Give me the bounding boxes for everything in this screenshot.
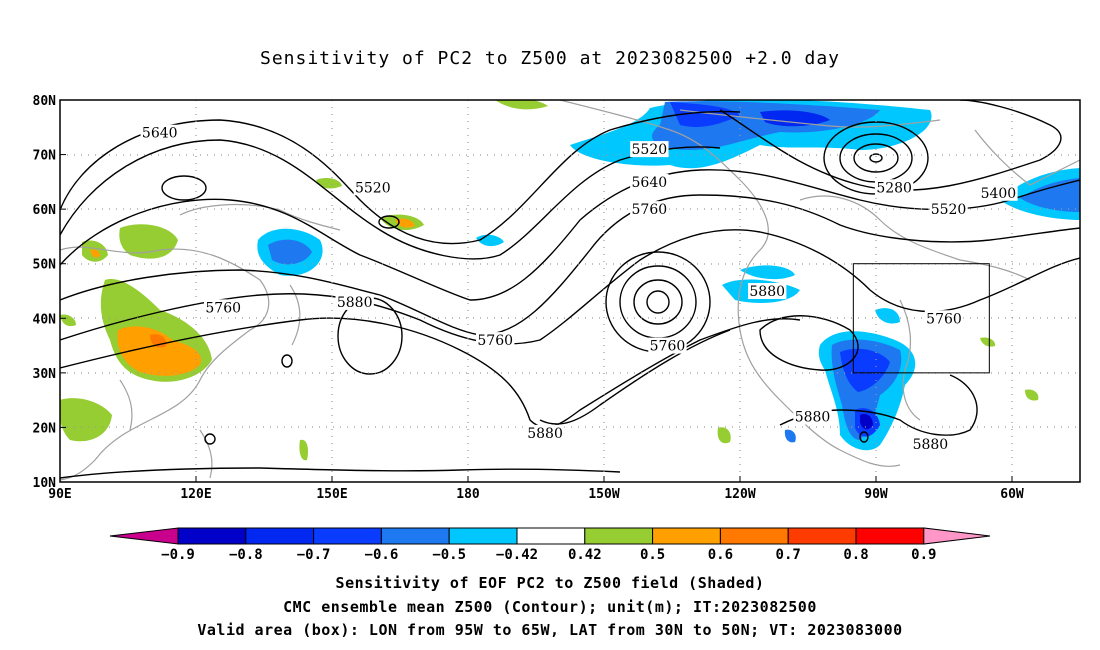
- lat-tick-label: 40N: [33, 312, 57, 327]
- contour-label-bg: [630, 201, 669, 218]
- colorbar-tick-label: −0.42: [496, 547, 538, 563]
- contour-label: 5880: [913, 437, 949, 453]
- colorbar-swatch: [313, 527, 382, 545]
- valid-area-box: [852, 263, 990, 374]
- colorbar-tick-label: 0.9: [911, 547, 936, 563]
- colorbar-swatch: [719, 527, 789, 545]
- map-frame: [59, 99, 1081, 483]
- lat-tick-label: 10N: [33, 476, 57, 491]
- contour-label-bg: [335, 293, 374, 310]
- colorbar-tick-label: −0.5: [432, 547, 466, 563]
- colorbar-tick-label: −0.8: [229, 547, 263, 563]
- colorbar-tick-label: 0.6: [708, 547, 733, 563]
- contour-label: 5880: [337, 295, 373, 311]
- lat-tick-label: 50N: [33, 258, 57, 273]
- contour-label-bg: [793, 408, 832, 425]
- colorbar-arrow-low: [109, 527, 179, 545]
- footer-shaded-caption: Sensitivity of EOF PC2 to Z500 field (Sh…: [335, 574, 765, 592]
- lon-tick-label: 120E: [180, 487, 211, 502]
- contour-label-bg: [630, 141, 669, 158]
- colorbar-swatch: [584, 527, 654, 545]
- colorbar-swatch: [787, 527, 857, 545]
- contour-label: 5640: [142, 126, 178, 142]
- latitude-axis: 80N 70N 60N 50N 40N 30N 20N 10N: [33, 94, 66, 491]
- contour-label-bg: [648, 337, 687, 354]
- contour-label: 5760: [926, 311, 962, 327]
- contour-label-bg: [929, 201, 968, 218]
- contour-label-bg: [204, 299, 243, 316]
- lon-tick-label: 90E: [48, 487, 71, 502]
- contour-label: 5880: [749, 284, 785, 300]
- footer-valid-area-caption: Valid area (box): LON from 95W to 65W, L…: [197, 621, 903, 639]
- lat-tick-label: 60N: [33, 203, 57, 218]
- colorbar-tick-label: −0.9: [161, 547, 195, 563]
- lon-tick-label: 150E: [316, 487, 347, 502]
- lat-tick-label: 20N: [33, 421, 57, 436]
- colorbar-swatch: [177, 527, 247, 545]
- contour-label: 5280: [876, 180, 912, 196]
- lat-tick-label: 70N: [33, 149, 57, 164]
- lon-tick-label: 60W: [1000, 487, 1024, 502]
- contour-label-bg: [353, 179, 392, 196]
- colorbar-swatch: [855, 527, 925, 545]
- contour-label: 5640: [632, 175, 668, 191]
- map-title: Sensitivity of PC2 to Z500 at 2023082500…: [259, 48, 840, 69]
- colorbar-tick-label: 0.8: [843, 547, 868, 563]
- colorbar-tick-label: −0.6: [365, 547, 399, 563]
- contour-label: 5880: [527, 426, 563, 442]
- lon-tick-label: 150W: [588, 487, 619, 502]
- lon-tick-label: 90W: [864, 487, 888, 502]
- contour-label: 5520: [355, 180, 391, 196]
- footer-contour-caption: CMC ensemble mean Z500 (Contour); unit(m…: [283, 598, 817, 616]
- contour-label-bg: [525, 424, 565, 441]
- contour-label: 5520: [931, 202, 967, 218]
- contour-label: 5760: [477, 333, 513, 349]
- colorbar-tick-label: −0.7: [297, 547, 331, 563]
- colorbar-tick-label: 0.5: [640, 547, 665, 563]
- colorbar-arrow-high: [923, 527, 991, 545]
- contour-label: 5880: [795, 410, 831, 426]
- colorbar-swatch: [516, 527, 586, 545]
- contour-label: 5760: [632, 202, 668, 218]
- contour-label: 5400: [981, 186, 1017, 202]
- lat-tick-label: 30N: [33, 367, 57, 382]
- contour-label-bg: [911, 435, 950, 452]
- colorbar-tick-label: 0.7: [776, 547, 801, 563]
- contour-label: 5760: [650, 339, 686, 355]
- colorbar-swatch: [245, 527, 315, 545]
- colorbar-swatch: [652, 527, 721, 545]
- colorbar: −0.9 −0.8 −0.7 −0.6 −0.5 −0.42 0.42 0.5 0.6 0.7 0.…: [109, 527, 991, 563]
- lat-tick-label: 80N: [33, 94, 57, 109]
- lon-tick-label: 180: [456, 487, 480, 502]
- longitude-axis: 90E 120E 150E 180 150W 120W 90W 60W: [48, 476, 1024, 502]
- coastlines: [60, 100, 1080, 481]
- contour-label-bg: [140, 124, 179, 141]
- contour-label: 5760: [205, 300, 241, 316]
- contour-label-bg: [630, 173, 669, 190]
- contour-label-bg: [924, 310, 964, 327]
- contour-label-bg: [979, 184, 1018, 201]
- colorbar-tick-label: 0.42: [568, 547, 602, 563]
- contour-label-bg: [874, 179, 914, 196]
- contour-label-bg: [476, 332, 515, 349]
- lon-tick-label: 120W: [724, 487, 755, 502]
- graticule: [60, 100, 1080, 482]
- contour-label: 5520: [632, 142, 668, 158]
- contour-label-bg: [748, 283, 787, 299]
- colorbar-swatch: [448, 527, 518, 545]
- contour-labels: 5640 5520 5760 5880 5760 5520 5640 5760 5760 5880…: [140, 124, 1018, 453]
- colorbar-swatch: [380, 527, 450, 545]
- z500-contours: [60, 100, 1080, 479]
